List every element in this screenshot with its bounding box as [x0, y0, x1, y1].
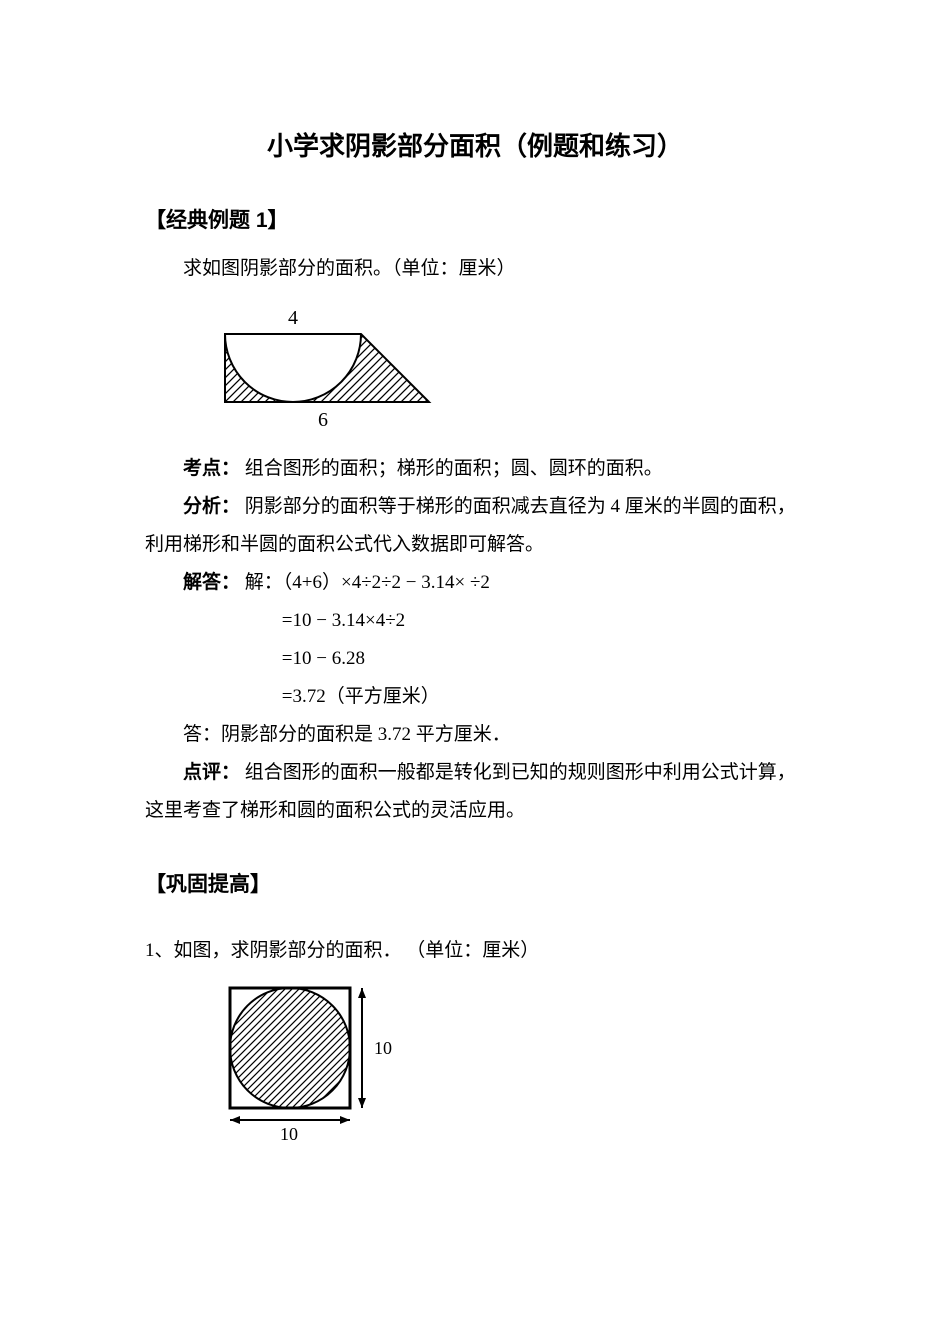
example-heading: 【经典例题 1】 [145, 200, 805, 242]
solution-block: =10 − 3.14×4÷2 =10 − 6.28 =3.72（平方厘米） [282, 602, 805, 716]
fig1-bottom-label: 6 [318, 409, 328, 431]
jieda-first-line: 解答： 解：（4+6）×4÷2÷2 − 3.14× ÷2 [145, 564, 805, 602]
kaodian-text: 组合图形的面积；梯形的面积；圆、圆环的面积。 [240, 458, 663, 479]
kaodian-line: 考点： 组合图形的面积；梯形的面积；圆、圆环的面积。 [145, 450, 805, 488]
fenxi-line1: 分析： 阴影部分的面积等于梯形的面积减去直径为 4 厘米的半圆的面积， [145, 488, 805, 526]
fenxi-text1: 阴影部分的面积等于梯形的面积减去直径为 4 厘米的半圆的面积， [240, 496, 796, 517]
star-square-diagram: 10 10 [215, 976, 405, 1151]
jieda-label: 解答： [183, 572, 240, 593]
example-prompt: 求如图阴影部分的面积。（单位：厘米） [145, 250, 805, 288]
example-figure: 4 6 [205, 294, 805, 444]
practice-q1: 1、如图，求阴影部分的面积． （单位：厘米） [145, 932, 805, 970]
page-title: 小学求阴影部分面积（例题和练习） [145, 120, 805, 172]
dianping-line2: 这里考查了梯形和圆的面积公式的灵活应用。 [145, 792, 805, 830]
answer-line: 答：阴影部分的面积是 3.72 平方厘米． [145, 716, 805, 754]
practice-figure: 10 10 [215, 976, 805, 1151]
fenxi-label: 分析： [183, 496, 240, 517]
dianping-text1: 组合图形的面积一般都是转化到已知的规则图形中利用公式计算， [240, 762, 796, 783]
spacer [145, 914, 805, 932]
jieda-first-text: 解：（4+6）×4÷2÷2 − 3.14× ÷2 [240, 572, 490, 593]
fenxi-line2: 利用梯形和半圆的面积公式代入数据即可解答。 [145, 526, 805, 564]
document-page: 小学求阴影部分面积（例题和练习） 【经典例题 1】 求如图阴影部分的面积。（单位… [0, 0, 945, 1337]
spacer [145, 830, 805, 858]
solution-line: =10 − 3.14×4÷2 [282, 602, 805, 640]
solution-line: =3.72（平方厘米） [282, 678, 805, 716]
fig2-right-label: 10 [374, 1038, 392, 1058]
kaodian-label: 考点： [183, 458, 240, 479]
dianping-label: 点评： [183, 762, 240, 783]
dianping-line1: 点评： 组合图形的面积一般都是转化到已知的规则图形中利用公式计算， [145, 754, 805, 792]
fig2-bottom-label: 10 [280, 1124, 298, 1144]
fig1-top-label: 4 [288, 307, 298, 329]
trapezoid-diagram: 4 6 [205, 294, 435, 444]
practice-heading: 【巩固提高】 [145, 864, 805, 906]
solution-line: =10 − 6.28 [282, 640, 805, 678]
